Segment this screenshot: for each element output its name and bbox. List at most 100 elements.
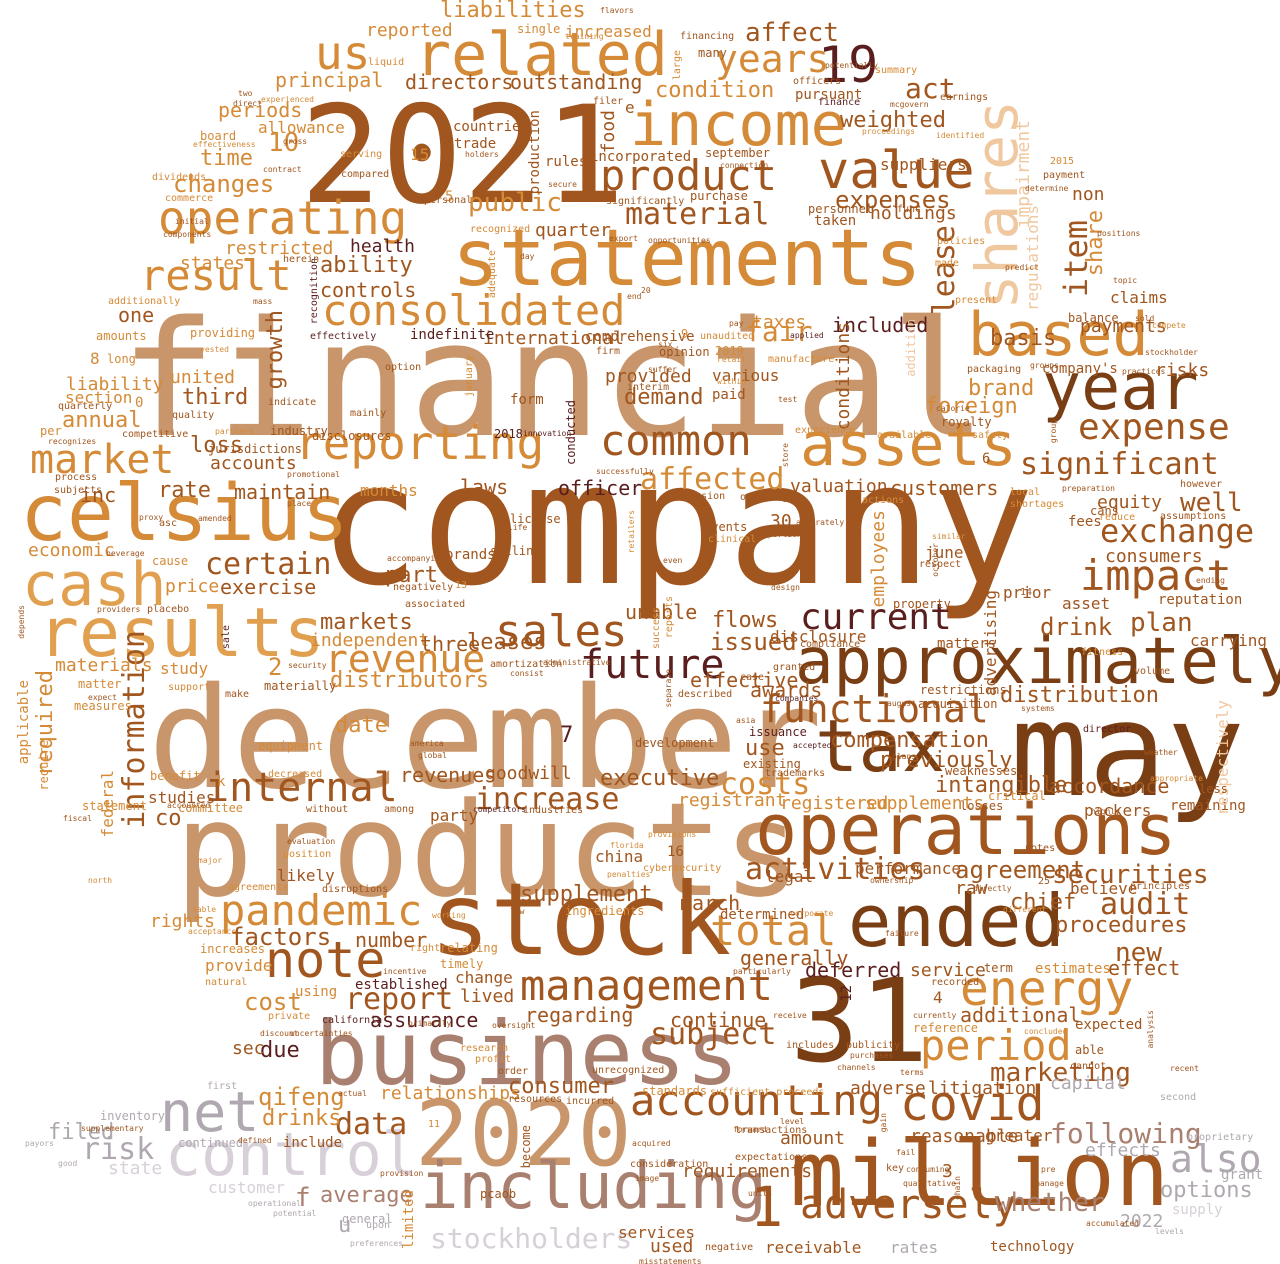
word: existing bbox=[743, 757, 801, 771]
word: acquisition bbox=[918, 697, 998, 711]
word: following bbox=[1050, 1117, 1202, 1150]
word: different bbox=[1003, 905, 1047, 914]
word: products bbox=[175, 774, 802, 926]
word: unable bbox=[625, 600, 698, 624]
word: various bbox=[712, 366, 780, 385]
word: net bbox=[160, 1080, 260, 1144]
word: made bbox=[935, 258, 960, 269]
word: asia bbox=[736, 716, 756, 725]
word: companies bbox=[775, 694, 819, 703]
word: based bbox=[968, 300, 1149, 370]
word: states bbox=[180, 253, 246, 274]
word: pandemic bbox=[220, 886, 423, 935]
word: misstatements bbox=[639, 1257, 702, 1264]
word: markets bbox=[320, 610, 413, 635]
word: december bbox=[148, 658, 823, 821]
word: trade bbox=[454, 136, 497, 152]
word: result bbox=[140, 251, 292, 300]
word: report bbox=[345, 982, 454, 1017]
word: supplement bbox=[520, 882, 653, 907]
word: california bbox=[322, 1015, 383, 1026]
word: appropriate bbox=[1150, 774, 1203, 783]
word: risks bbox=[1155, 360, 1210, 381]
word: ingredients bbox=[565, 904, 645, 918]
word: 6 bbox=[982, 451, 991, 467]
word: control bbox=[165, 1120, 418, 1190]
word: 20 bbox=[641, 286, 651, 295]
word: recent bbox=[1170, 1064, 1199, 1073]
word: systems bbox=[1021, 704, 1055, 713]
word: concluded bbox=[1024, 1027, 1068, 1036]
word: contract bbox=[263, 165, 302, 174]
word: time bbox=[200, 146, 253, 171]
word: earnings bbox=[940, 92, 989, 103]
word: 31 bbox=[790, 955, 929, 1089]
word: one bbox=[118, 303, 155, 327]
word: employees bbox=[868, 510, 889, 608]
word: internal bbox=[205, 765, 398, 811]
word: adverse bbox=[850, 1078, 926, 1099]
word: officers bbox=[793, 76, 842, 87]
word: subjects bbox=[54, 485, 103, 496]
word: profit bbox=[475, 1054, 512, 1065]
word: process bbox=[55, 472, 98, 483]
word: rights bbox=[150, 911, 216, 932]
word: 2020 bbox=[415, 1082, 632, 1187]
word: term bbox=[984, 961, 1013, 975]
word: june bbox=[925, 543, 964, 562]
word: independent bbox=[310, 630, 430, 651]
word: valuation bbox=[790, 476, 888, 497]
word: ending bbox=[1196, 576, 1225, 585]
word: drink bbox=[1040, 613, 1113, 641]
word: qifeng bbox=[258, 1083, 345, 1111]
word: asc bbox=[159, 518, 178, 529]
word: 2018 bbox=[494, 427, 523, 441]
word: quality bbox=[172, 410, 215, 421]
word: issuance bbox=[749, 725, 807, 739]
word: negatively bbox=[393, 582, 454, 593]
word: 19 bbox=[818, 36, 879, 94]
word: u bbox=[338, 1213, 352, 1238]
word: brands bbox=[445, 547, 496, 563]
word: global bbox=[418, 751, 447, 760]
word: store bbox=[781, 443, 790, 468]
word: registered bbox=[780, 793, 889, 814]
word: benefit bbox=[150, 769, 201, 783]
word: intangible bbox=[935, 773, 1068, 798]
word: six bbox=[658, 340, 673, 349]
word: three bbox=[420, 632, 481, 656]
word: finance bbox=[818, 97, 861, 108]
word: committee bbox=[178, 801, 244, 815]
word: first bbox=[207, 1081, 238, 1092]
word: countries bbox=[453, 119, 529, 135]
word: august bbox=[887, 699, 916, 708]
word: local bbox=[1010, 487, 1041, 498]
word: groups bbox=[1030, 361, 1059, 370]
word: amounts bbox=[96, 329, 147, 343]
word: inc bbox=[80, 483, 117, 507]
word: manufacture bbox=[768, 354, 835, 365]
word: become bbox=[519, 1125, 533, 1169]
word: liabilities bbox=[440, 0, 586, 23]
word: september bbox=[705, 146, 771, 160]
word: uncertainties bbox=[290, 1029, 353, 1038]
word: ended bbox=[848, 879, 1065, 963]
word: make bbox=[225, 689, 250, 700]
word: financing bbox=[680, 31, 735, 42]
word: certain bbox=[205, 547, 332, 582]
word: cybersecurity bbox=[643, 863, 722, 874]
word: cash bbox=[22, 550, 167, 620]
word: retailers bbox=[627, 510, 636, 554]
word: legal bbox=[765, 867, 814, 886]
word: resources bbox=[508, 1094, 563, 1105]
word: exchange bbox=[1100, 512, 1255, 550]
word: respect bbox=[919, 559, 962, 570]
word: income bbox=[630, 90, 847, 160]
word: maintain bbox=[234, 480, 331, 504]
word: assumptions bbox=[1160, 511, 1227, 522]
word: drinks bbox=[262, 1106, 342, 1131]
word: regulations bbox=[1023, 205, 1042, 311]
word: require bbox=[37, 740, 51, 791]
word: single bbox=[517, 22, 561, 36]
word: among bbox=[384, 804, 415, 815]
